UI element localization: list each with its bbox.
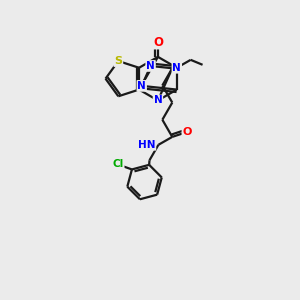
Text: N: N	[137, 81, 146, 91]
Text: O: O	[153, 35, 163, 49]
Text: Cl: Cl	[112, 160, 124, 170]
Text: S: S	[114, 56, 122, 66]
Text: N: N	[172, 63, 181, 73]
Text: HN: HN	[138, 140, 155, 150]
Text: O: O	[182, 127, 192, 137]
Text: N: N	[146, 61, 155, 71]
Text: N: N	[154, 95, 162, 106]
